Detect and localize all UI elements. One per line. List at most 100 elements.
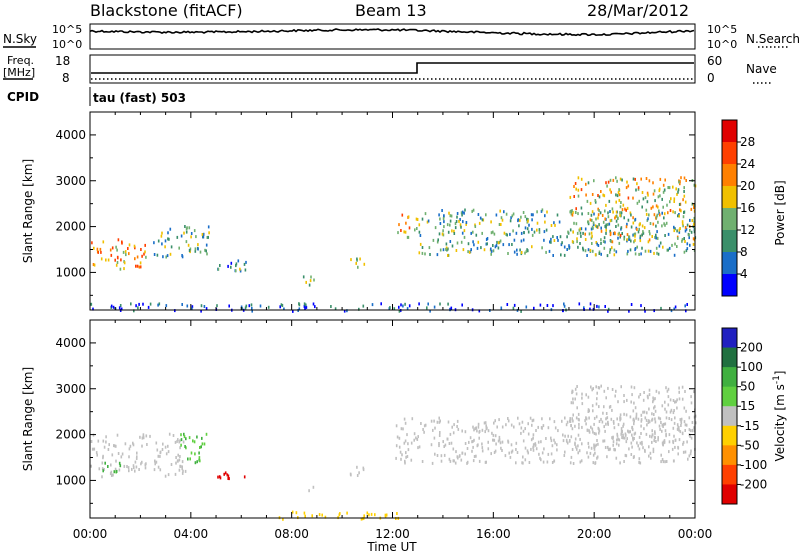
power-cell: [609, 248, 612, 252]
velocity-cell: [590, 385, 592, 389]
power-cell: [292, 309, 294, 313]
velocity-cell: [668, 433, 671, 437]
power-cell: [204, 248, 206, 252]
velocity-cell: [90, 440, 93, 443]
velocity-cell: [485, 427, 488, 431]
velocity-cell: [690, 449, 692, 453]
nsearch-tick-top: 10^5: [707, 23, 737, 36]
power-cell: [686, 223, 689, 227]
velocity-cell: [694, 414, 697, 418]
power-cell: [237, 259, 240, 263]
velocity-cell: [159, 454, 161, 458]
velocity-cell: [592, 430, 594, 434]
power-cell: [545, 250, 547, 254]
power-cell: [584, 249, 587, 253]
velocity-cell: [411, 417, 414, 421]
velocity-cell: [588, 409, 590, 413]
power-cell: [135, 264, 137, 268]
power-cell: [363, 262, 366, 266]
power-cell: [472, 240, 474, 244]
velocity-cell: [395, 444, 398, 448]
power-cell: [615, 219, 618, 223]
power-cell: [566, 235, 568, 239]
velocity-cell: [572, 413, 574, 417]
power-cell: [515, 231, 518, 235]
y-tick-label: 2000: [55, 220, 86, 234]
velocity-cell: [651, 429, 653, 433]
power-cell: [492, 244, 494, 247]
power-cell: [408, 226, 411, 230]
velocity-cell: [553, 438, 555, 442]
power-cell: [673, 229, 675, 233]
velocity-cell: [165, 452, 168, 456]
power-cell: [664, 234, 666, 237]
power-cell: [673, 225, 675, 229]
velocity-cell: [203, 442, 206, 446]
power-cell: [599, 211, 602, 215]
power-cell: [429, 253, 431, 256]
colorbar-tick-label: 15: [740, 399, 755, 413]
power-cell: [436, 240, 439, 244]
power-cell: [591, 218, 593, 222]
velocity-cell: [674, 416, 676, 420]
power-cell: [480, 246, 482, 250]
power-cell: [585, 182, 587, 186]
velocity-cell: [664, 407, 666, 411]
velocity-cell: [642, 410, 644, 414]
power-cell: [661, 224, 663, 228]
nsky-label: N.Sky: [3, 32, 37, 46]
velocity-cell: [684, 390, 686, 393]
velocity-cell: [664, 400, 666, 404]
freq-tick-bottom: 8: [62, 71, 70, 85]
power-cell: [642, 197, 645, 201]
velocity-cell: [384, 515, 387, 519]
power-cell: [604, 240, 606, 244]
power-cell: [449, 214, 452, 218]
power-cell: [666, 203, 668, 207]
power-cell: [584, 232, 586, 236]
velocity-cell: [157, 454, 160, 458]
y-tick-label: 2000: [55, 428, 86, 442]
velocity-cell: [641, 440, 643, 444]
velocity-cell: [668, 450, 670, 454]
velocity-cell: [448, 442, 451, 445]
power-cell: [632, 177, 635, 181]
power-cell: [167, 237, 169, 241]
power-cell: [605, 181, 607, 185]
power-cell: [143, 252, 145, 256]
power-cell: [600, 238, 602, 242]
power-cell: [594, 200, 597, 204]
freq-unit: [MHz]: [3, 66, 35, 79]
power-cell: [448, 211, 450, 215]
power-cell: [527, 219, 529, 223]
velocity-cell: [179, 464, 182, 468]
velocity-cell: [578, 426, 580, 430]
velocity-cell: [539, 456, 541, 460]
velocity-cell: [682, 450, 685, 454]
power-cell: [626, 238, 628, 242]
velocity-cell: [439, 431, 441, 434]
power-cell: [610, 190, 612, 194]
power-cell: [613, 253, 616, 257]
power-cell: [216, 304, 218, 308]
velocity-cell: [618, 443, 620, 447]
power-cell: [471, 209, 473, 213]
colorbar-segment: [722, 464, 737, 485]
power-cell: [584, 238, 587, 241]
velocity-cell: [590, 425, 592, 429]
power-cell: [346, 309, 348, 313]
date-title: 28/Mar/2012: [587, 1, 689, 20]
velocity-cell: [578, 449, 581, 453]
velocity-cell: [527, 432, 530, 436]
power-cell: [617, 232, 620, 236]
power-cell: [188, 249, 191, 252]
power-cell: [470, 231, 472, 235]
velocity-cell: [444, 443, 447, 447]
velocity-cell: [508, 451, 510, 455]
power-cell: [630, 225, 633, 229]
power-cell: [442, 217, 445, 221]
power-cell: [454, 226, 457, 230]
velocity-cell: [603, 389, 606, 393]
velocity-cell: [619, 413, 622, 417]
velocity-cell: [98, 467, 101, 471]
